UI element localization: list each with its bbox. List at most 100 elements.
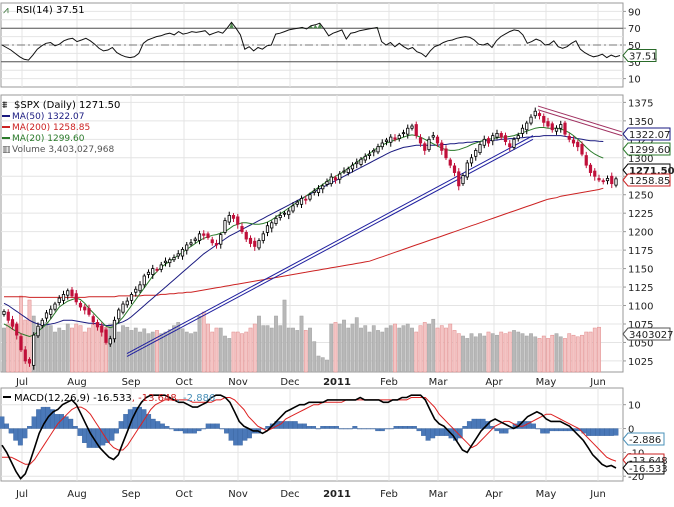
- price-tick-label: 1175: [628, 246, 653, 257]
- candle-body: [516, 135, 520, 139]
- volume-bar: [516, 331, 521, 373]
- volume-bar: [541, 335, 546, 373]
- candle-body: [486, 138, 491, 144]
- rsi-overbought-fill: [313, 24, 318, 29]
- macd-histogram-bar: [224, 428, 229, 434]
- candle-body: [265, 225, 270, 233]
- rsi-tick-label: 90: [628, 7, 641, 18]
- macd-histogram-bar: [379, 428, 385, 432]
- macd-histogram-bar: [306, 426, 312, 429]
- candle-body: [70, 289, 74, 297]
- price-tick-label: 1325: [628, 135, 653, 146]
- macd-tag-box: [622, 432, 665, 446]
- candle-body: [554, 127, 559, 132]
- candle-body: [219, 234, 223, 245]
- macd-histogram-bar: [393, 426, 399, 429]
- macd-histogram-bar: [608, 428, 614, 436]
- candle-body: [457, 171, 461, 187]
- candle-body: [210, 239, 214, 244]
- candle-body: [91, 316, 95, 323]
- volume-bar: [371, 325, 376, 373]
- volume-bar: [40, 323, 45, 373]
- candlestick-icon: ⩩: [2, 100, 8, 111]
- candle-body: [491, 135, 495, 142]
- volume-bar: [125, 326, 130, 373]
- volume-bar: [320, 357, 325, 373]
- macd-tag: -16.533: [622, 461, 668, 475]
- candle-body: [512, 138, 516, 148]
- candle-body: [104, 329, 108, 343]
- volume-bar: [223, 335, 227, 373]
- rsi-tick-label: 50: [628, 41, 641, 52]
- macd-tag: -2.886: [622, 432, 665, 446]
- month-label: Dec: [280, 377, 299, 388]
- macd-histogram-bar: [242, 428, 248, 441]
- volume-bar: [48, 325, 53, 373]
- volume-bar: [163, 331, 168, 373]
- price-panel: 1375135013251300127512501225120011751150…: [0, 94, 674, 373]
- volume-bar: [444, 327, 448, 373]
- candle-body: [559, 124, 563, 129]
- volume-bar: [597, 326, 601, 373]
- trendline-resistance-lower: [537, 109, 623, 137]
- volume-bar: [274, 315, 278, 373]
- candle-body: [287, 210, 291, 216]
- price-tick-label: 1250: [628, 191, 653, 202]
- candle-body: [520, 127, 525, 134]
- volume-bar: [286, 327, 291, 373]
- macd-histogram-bar: [494, 428, 500, 432]
- candle-body: [346, 168, 350, 173]
- volume-bar: [265, 325, 270, 373]
- volume-bar: [269, 327, 274, 373]
- macd-histogram-bar: [36, 409, 42, 429]
- volume-bar: [431, 318, 436, 373]
- macd-histogram-bar: [301, 423, 307, 429]
- volume-bar: [61, 330, 66, 373]
- candle-body: [350, 164, 355, 170]
- candle-body: [36, 325, 40, 337]
- macd-histogram-bar: [22, 428, 28, 439]
- candle-body: [231, 215, 236, 219]
- volume-bar: [91, 323, 96, 373]
- volume-bar: [499, 331, 504, 373]
- candle-body: [261, 233, 265, 241]
- macd-histogram-bar: [192, 428, 197, 434]
- month-label: Dec: [280, 489, 299, 500]
- macd-histogram-bar: [178, 428, 184, 432]
- price-tag: 1299.60: [622, 142, 671, 156]
- macd-histogram-bar: [123, 414, 129, 429]
- rsi-overbought-fill: [229, 22, 234, 29]
- macd-histogram-bar: [205, 423, 211, 429]
- macd-histogram-bar: [315, 428, 321, 430]
- volume-bar: [397, 327, 402, 373]
- month-label: Jul: [15, 377, 28, 388]
- trendline-resistance-upper: [537, 105, 623, 133]
- volume-bar: [503, 333, 508, 373]
- legend-label: MA(200) 1258.85: [12, 123, 90, 133]
- candle-body: [61, 294, 66, 301]
- candle-body: [499, 133, 503, 138]
- macd-histogram-bar: [462, 426, 468, 429]
- candle-body: [533, 110, 537, 117]
- candle-body: [410, 125, 414, 129]
- volume-bar: [231, 331, 236, 373]
- macd-histogram-bar: [411, 426, 417, 429]
- macd-histogram-bar: [334, 426, 339, 429]
- volume-bar: [74, 323, 79, 373]
- month-label: Aug: [67, 489, 87, 500]
- macd-histogram-bar: [549, 428, 555, 432]
- price-tick-label: 1050: [628, 338, 653, 349]
- volume-bar: [193, 331, 198, 373]
- macd-histogram-bar: [361, 428, 367, 430]
- candle-body: [40, 319, 44, 326]
- macd-signal-line: [2, 397, 617, 465]
- volume-icon: ▥: [2, 145, 11, 155]
- candle-body: [176, 253, 180, 257]
- volume-bar: [210, 331, 215, 373]
- macd-tag-box: [622, 461, 665, 475]
- macd-histogram-bar: [17, 428, 23, 446]
- volume-bar: [248, 327, 253, 373]
- candle-body: [138, 284, 142, 292]
- candle-body: [380, 142, 384, 148]
- volume-bar: [155, 330, 159, 373]
